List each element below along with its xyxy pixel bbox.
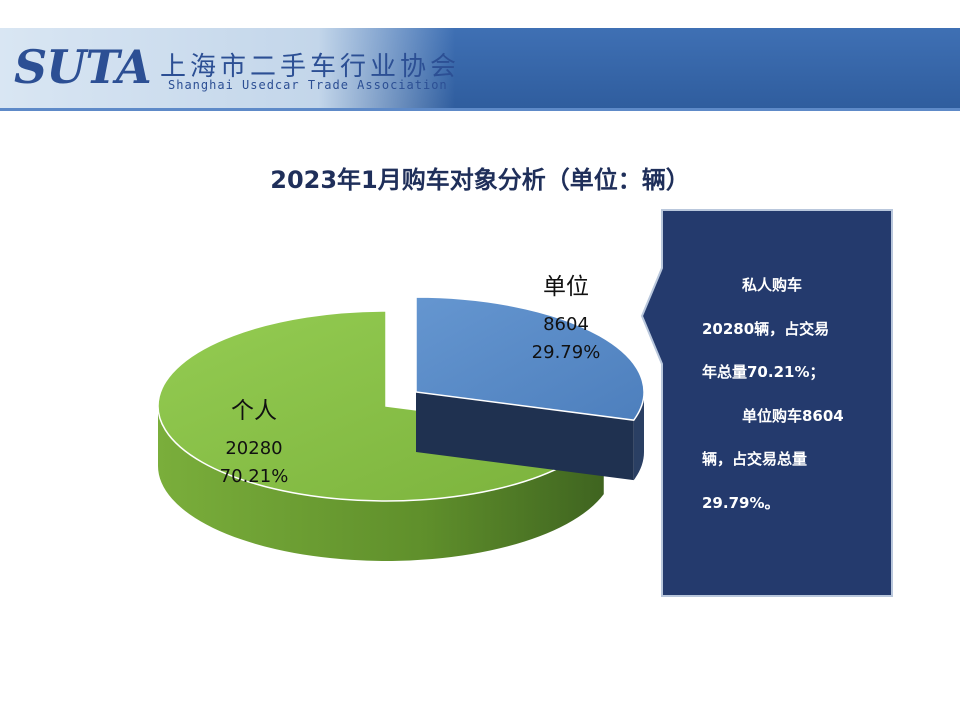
slice-company-label: 单位 [543,274,589,300]
slice-personal-label: 个人 [231,398,277,424]
org-name-en: Shanghai Usedcar Trade Association [168,78,448,92]
slice-company-percent: 29.79% [532,342,601,363]
slice-company-top [415,296,645,421]
callout-line-5: 辆，占交易总量 [702,450,808,468]
slice-company-side [633,392,644,481]
callout-line-3: 年总量70.21%； [702,363,825,381]
slice-personal-side [158,406,604,562]
slice-company-value: 8604 [543,314,589,335]
slice-personal-percent: 70.21% [220,466,289,487]
slice-company-cut-face [416,392,634,481]
callout-shape [640,209,893,597]
org-name-cn: 上海市二手车行业协会 [160,52,461,82]
callout-line-4: 单位购车8604 [742,406,844,425]
slice-company-3d [415,296,645,481]
callout-line-2: 20280辆，占交易 [702,319,830,338]
chart-title: 2023年1月购车对象分析（单位：辆） [270,166,690,194]
slice-personal-value: 20280 [225,438,282,459]
summary-callout: 私人购车 20280辆，占交易 年总量70.21%； 单位购车8604 辆，占交… [640,208,896,598]
callout-text: 私人购车 20280辆，占交易 年总量70.21%； 单位购车8604 辆，占交… [702,264,882,525]
callout-line-1: 私人购车 [742,276,803,294]
callout-line-6: 29.79%。 [702,493,780,512]
suta-logo: SUTA [14,40,152,94]
logo-panel [0,28,455,108]
